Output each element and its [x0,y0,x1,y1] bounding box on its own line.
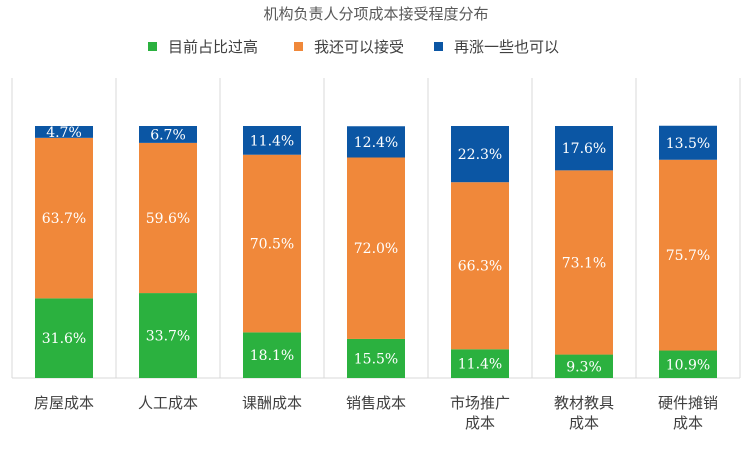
bar-segment [243,154,301,333]
category-label: 成本 [569,414,599,432]
bar-segment [139,142,197,294]
data-label: 31.6% [42,331,86,347]
bar-segment [139,293,197,378]
bar-segment [659,125,717,160]
bar-segment [659,350,717,378]
legend-swatch [294,42,303,51]
bar-segment [555,354,613,378]
bar-segment [243,126,301,155]
data-label: 75.7% [666,248,710,264]
data-label: 70.5% [250,237,294,253]
category-label: 教材教具 [554,394,614,412]
data-label: 15.5% [354,351,398,367]
data-label: 59.6% [146,211,190,227]
bar-segment [35,298,93,378]
bar-segment [451,349,509,378]
bar-segment [347,338,405,378]
data-label: 11.4% [458,357,502,373]
data-label: 63.7% [42,211,86,227]
data-label: 12.4% [354,135,398,151]
category-label: 成本 [673,414,703,432]
legend-swatch [148,42,157,51]
bar-segment [451,126,509,183]
bar-segment [243,332,301,378]
bar-segment [347,157,405,339]
category-label: 房屋成本 [34,394,94,412]
data-label: 17.6% [562,141,606,157]
legend-label: 目前占比过高 [168,38,258,56]
category-label: 课酬成本 [242,394,302,412]
data-label: 66.3% [458,259,502,275]
legend-label: 我还可以接受 [314,38,404,56]
bar-segment [139,126,197,143]
data-label: 22.3% [458,147,502,163]
category-label: 硬件摊销 [658,394,718,412]
data-label: 6.7% [150,127,186,143]
data-label: 72.0% [354,241,398,257]
data-label: 11.4% [250,133,294,149]
legend-label: 再涨一些也可以 [454,38,559,56]
data-label: 18.1% [250,348,294,364]
bar-segment [659,159,717,351]
data-label: 4.7% [46,125,82,141]
legend-swatch [434,42,443,51]
bar-segment [35,137,93,299]
bar-segment [555,126,613,171]
legend: 目前占比过高 我还可以接受 再涨一些也可以 [148,38,559,56]
bar-segment [347,126,405,158]
category-label: 市场推广 [450,394,510,412]
data-label: 73.1% [562,255,606,271]
category-label: 销售成本 [346,394,406,412]
data-label: 10.9% [666,357,710,373]
bar-segment [35,126,93,138]
bar-segment [451,182,509,350]
category-label: 人工成本 [138,394,198,412]
chart-title: 机构负责人分项成本接受程度分布 [263,5,488,23]
bars: 31.6% 63.7% 4.7% 33.7% 59.6% 6.7% 18.1% 70.5% 11… [35,125,717,378]
data-label: 13.5% [666,136,710,152]
data-label: 33.7% [146,329,190,345]
data-label: 9.3% [566,359,602,375]
category-label: 成本 [465,414,495,432]
bar-segment [555,170,613,355]
